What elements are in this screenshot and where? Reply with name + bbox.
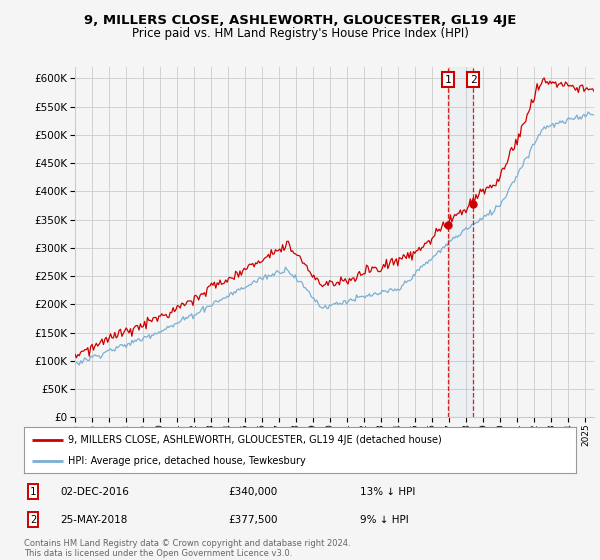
Text: 1: 1	[30, 487, 36, 497]
Text: 02-DEC-2016: 02-DEC-2016	[60, 487, 129, 497]
Text: 9% ↓ HPI: 9% ↓ HPI	[360, 515, 409, 525]
Text: £340,000: £340,000	[228, 487, 277, 497]
Text: 1: 1	[445, 74, 451, 85]
Text: 9, MILLERS CLOSE, ASHLEWORTH, GLOUCESTER, GL19 4JE: 9, MILLERS CLOSE, ASHLEWORTH, GLOUCESTER…	[84, 14, 516, 27]
Text: HPI: Average price, detached house, Tewkesbury: HPI: Average price, detached house, Tewk…	[68, 456, 306, 466]
Text: 2: 2	[30, 515, 36, 525]
Text: 9, MILLERS CLOSE, ASHLEWORTH, GLOUCESTER, GL19 4JE (detached house): 9, MILLERS CLOSE, ASHLEWORTH, GLOUCESTER…	[68, 435, 442, 445]
Bar	[448, 67, 473, 417]
Text: 13% ↓ HPI: 13% ↓ HPI	[360, 487, 415, 497]
Text: £377,500: £377,500	[228, 515, 277, 525]
Text: 2: 2	[470, 74, 476, 85]
Text: 25-MAY-2018: 25-MAY-2018	[60, 515, 127, 525]
Text: Price paid vs. HM Land Registry's House Price Index (HPI): Price paid vs. HM Land Registry's House …	[131, 27, 469, 40]
Text: Contains HM Land Registry data © Crown copyright and database right 2024.
This d: Contains HM Land Registry data © Crown c…	[24, 539, 350, 558]
